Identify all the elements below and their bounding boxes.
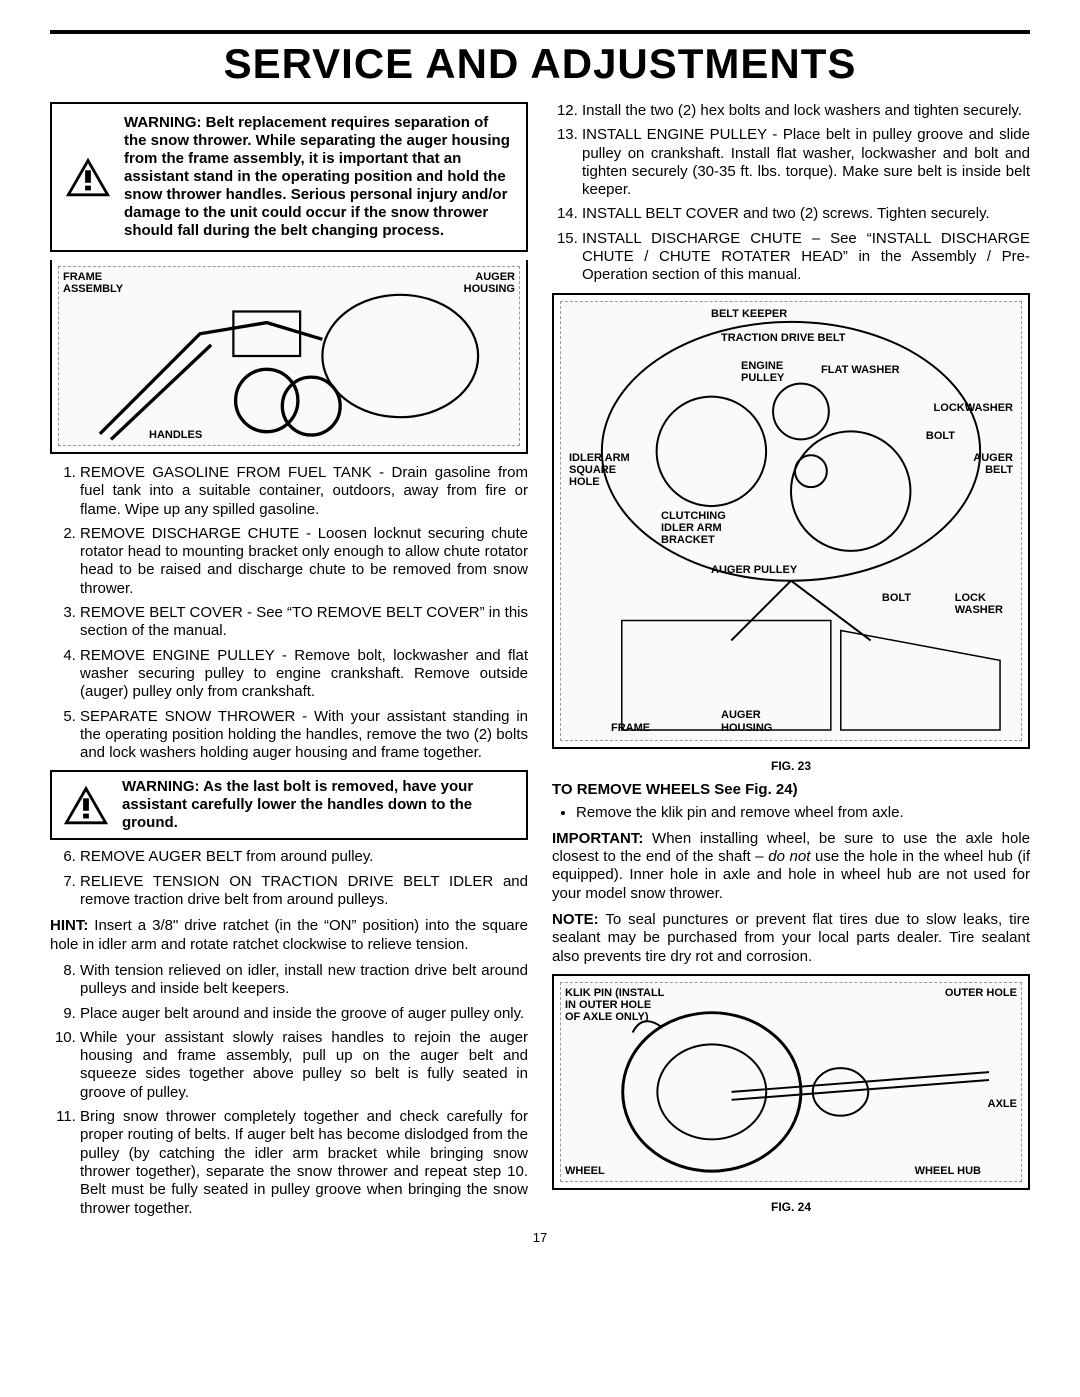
page-number: 17 (50, 1230, 1030, 1245)
hint-text: Insert a 3/8" drive ratchet (in the “ON”… (50, 917, 528, 952)
step-12: Install the two (2) hex bolts and lock w… (582, 102, 1030, 120)
step-1: REMOVE GASOLINE FROM FUEL TANK - Drain g… (80, 464, 528, 519)
important-paragraph: IMPORTANT: When installing wheel, be sur… (552, 830, 1030, 903)
step-5: SEPARATE SNOW THROWER - With your assist… (80, 708, 528, 763)
step-14: INSTALL BELT COVER and two (2) screws. T… (582, 205, 1030, 223)
remove-wheels-heading: TO REMOVE WHEELS See Fig. 24) (552, 781, 1030, 799)
steps-list-d: Install the two (2) hex bolts and lock w… (552, 102, 1030, 285)
warning-1-text: WARNING: Belt replacement requires separ… (124, 114, 514, 240)
fig-24-caption: FIG. 24 (552, 1200, 1030, 1215)
step-4: REMOVE ENGINE PULLEY - Remove bolt, lock… (80, 647, 528, 702)
right-column: Install the two (2) hex bolts and lock w… (552, 102, 1030, 1226)
step-10: While your assistant slowly raises handl… (80, 1029, 528, 1102)
hint-paragraph: HINT: Insert a 3/8" drive ratchet (in th… (50, 917, 528, 954)
warning-icon (64, 114, 112, 240)
important-em: do not (768, 848, 810, 865)
step-2: REMOVE DISCHARGE CHUTE - Loosen locknut … (80, 525, 528, 598)
important-label: IMPORTANT: (552, 830, 643, 847)
note-text: To seal punctures or prevent flat tires … (552, 911, 1030, 965)
page-title: SERVICE AND ADJUSTMENTS (50, 40, 1030, 88)
note-label: NOTE: (552, 911, 599, 928)
step-9: Place auger belt around and inside the g… (80, 1005, 528, 1023)
step-8: With tension relieved on idler, install … (80, 962, 528, 999)
diagram-2: BELT KEEPER TRACTION DRIVE BELT ENGINE P… (560, 301, 1022, 741)
step-13: INSTALL ENGINE PULLEY - Place belt in pu… (582, 126, 1030, 199)
step-3: REMOVE BELT COVER - See “TO REMOVE BELT … (80, 604, 528, 641)
diagram-1-box: FRAME ASSEMBLY AUGER HOUSING HANDLES (50, 260, 528, 454)
remove-wheels-bullet: Remove the klik pin and remove wheel fro… (576, 804, 1030, 822)
diagram-3: KLIK PIN (INSTALL IN OUTER HOLE OF AXLE … (560, 982, 1022, 1182)
step-6: REMOVE AUGER BELT from around pulley. (80, 848, 528, 866)
diagram-3-box: KLIK PIN (INSTALL IN OUTER HOLE OF AXLE … (552, 974, 1030, 1190)
steps-list-a: REMOVE GASOLINE FROM FUEL TANK - Drain g… (50, 464, 528, 762)
warning-icon (62, 778, 110, 832)
step-15: INSTALL DISCHARGE CHUTE – See “INSTALL D… (582, 230, 1030, 285)
diagram-2-box: BELT KEEPER TRACTION DRIVE BELT ENGINE P… (552, 293, 1030, 749)
fig-23-caption: FIG. 23 (552, 759, 1030, 774)
diagram-1: FRAME ASSEMBLY AUGER HOUSING HANDLES (58, 266, 520, 446)
step-11: Bring snow thrower completely together a… (80, 1108, 528, 1218)
two-column-layout: WARNING: Belt replacement requires separ… (50, 102, 1030, 1226)
warning-box-1: WARNING: Belt replacement requires separ… (50, 102, 528, 252)
hint-label: HINT: (50, 917, 88, 934)
warning-box-2: WARNING: As the last bolt is removed, ha… (50, 770, 528, 840)
left-column: WARNING: Belt replacement requires separ… (50, 102, 528, 1226)
top-rule (50, 30, 1030, 34)
note-paragraph: NOTE: To seal punctures or prevent flat … (552, 911, 1030, 966)
warning-2-text: WARNING: As the last bolt is removed, ha… (122, 778, 516, 832)
steps-list-b: REMOVE AUGER BELT from around pulley. RE… (50, 848, 528, 909)
remove-wheels-list: Remove the klik pin and remove wheel fro… (552, 804, 1030, 822)
steps-list-c: With tension relieved on idler, install … (50, 962, 528, 1218)
step-7: RELIEVE TENSION ON TRACTION DRIVE BELT I… (80, 873, 528, 910)
